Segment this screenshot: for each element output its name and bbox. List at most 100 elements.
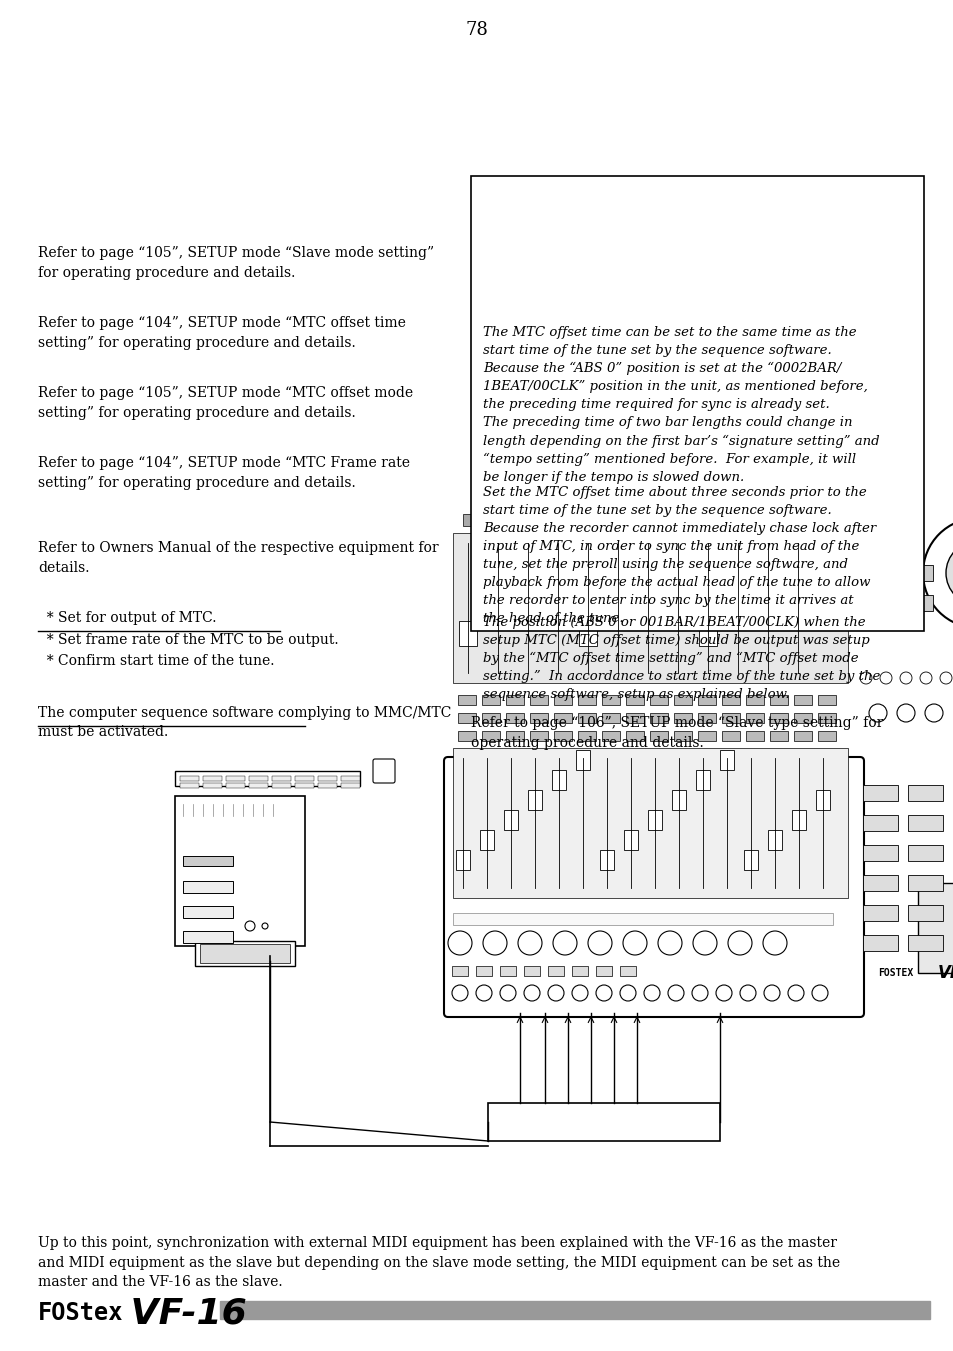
Bar: [317, 775, 336, 781]
Bar: [907, 875, 942, 892]
Bar: [183, 857, 233, 866]
Bar: [180, 784, 199, 788]
Bar: [471, 176, 923, 631]
Text: The MTC offset time can be set to the same time as the
start time of the tune se: The MTC offset time can be set to the sa…: [482, 326, 879, 484]
Circle shape: [945, 540, 953, 605]
Bar: [625, 713, 643, 723]
Bar: [457, 694, 476, 705]
Circle shape: [859, 671, 871, 684]
Circle shape: [553, 931, 577, 955]
Circle shape: [643, 985, 659, 1001]
Bar: [696, 770, 709, 790]
Bar: [476, 966, 492, 975]
Bar: [453, 534, 847, 684]
Bar: [862, 875, 897, 892]
Circle shape: [482, 931, 506, 955]
Bar: [601, 731, 619, 740]
Bar: [673, 694, 691, 705]
Bar: [294, 775, 314, 781]
Bar: [902, 565, 932, 581]
Circle shape: [899, 671, 911, 684]
Bar: [907, 905, 942, 921]
Text: Up to this point, synchronization with external MIDI equipment has been explaine: Up to this point, synchronization with e…: [38, 1236, 840, 1289]
Bar: [745, 694, 763, 705]
Bar: [518, 571, 537, 596]
Bar: [249, 775, 268, 781]
Bar: [547, 966, 563, 975]
Bar: [505, 731, 523, 740]
Bar: [907, 815, 942, 831]
Bar: [793, 731, 811, 740]
Bar: [902, 594, 932, 611]
Circle shape: [740, 985, 755, 1001]
Circle shape: [923, 517, 953, 628]
Bar: [340, 784, 359, 788]
Circle shape: [572, 985, 587, 1001]
Bar: [601, 694, 619, 705]
Bar: [601, 713, 619, 723]
Bar: [226, 784, 245, 788]
Bar: [721, 713, 740, 723]
Circle shape: [727, 931, 751, 955]
Circle shape: [811, 985, 827, 1001]
Bar: [554, 731, 572, 740]
Bar: [649, 731, 667, 740]
Bar: [769, 713, 787, 723]
Bar: [527, 790, 541, 811]
Bar: [493, 513, 517, 526]
Bar: [489, 596, 506, 621]
Circle shape: [939, 671, 951, 684]
Bar: [672, 513, 697, 526]
Text: 78: 78: [465, 22, 488, 39]
Bar: [203, 775, 222, 781]
Circle shape: [245, 921, 254, 931]
Bar: [462, 513, 486, 526]
Bar: [769, 694, 787, 705]
Bar: [220, 1301, 929, 1319]
Bar: [639, 571, 657, 596]
Bar: [613, 513, 637, 526]
Bar: [862, 565, 892, 581]
Bar: [721, 731, 740, 740]
Bar: [815, 790, 829, 811]
Bar: [907, 935, 942, 951]
Bar: [457, 731, 476, 740]
Bar: [608, 596, 626, 621]
Bar: [647, 811, 661, 830]
Text: The computer sequence software complying to MMC/MTC
must be activated.: The computer sequence software complying…: [38, 707, 451, 739]
Bar: [673, 731, 691, 740]
Bar: [578, 713, 596, 723]
Bar: [671, 790, 685, 811]
Bar: [817, 713, 835, 723]
Bar: [745, 713, 763, 723]
Bar: [917, 884, 953, 973]
Text: Refer to page “105”, SETUP mode “MTC offset mode
setting” for operating procedur: Refer to page “105”, SETUP mode “MTC off…: [38, 386, 413, 420]
Bar: [183, 907, 233, 917]
Circle shape: [919, 671, 931, 684]
Circle shape: [476, 985, 492, 1001]
Bar: [183, 931, 233, 943]
Text: Refer to page “106”, SETUP mode “Slave type setting” for
operating procedure and: Refer to page “106”, SETUP mode “Slave t…: [471, 716, 882, 750]
Bar: [522, 513, 546, 526]
Bar: [530, 694, 547, 705]
Circle shape: [716, 985, 731, 1001]
Circle shape: [692, 931, 717, 955]
Bar: [862, 815, 897, 831]
Bar: [791, 811, 805, 830]
Text: FOSTEX: FOSTEX: [877, 969, 912, 978]
Bar: [552, 770, 565, 790]
Bar: [793, 713, 811, 723]
Bar: [548, 546, 566, 571]
Bar: [625, 731, 643, 740]
Circle shape: [517, 931, 541, 955]
Bar: [745, 731, 763, 740]
Circle shape: [762, 931, 786, 955]
Bar: [623, 830, 638, 850]
Text: Refer to page “105”, SETUP mode “Slave mode setting”
for operating procedure and: Refer to page “105”, SETUP mode “Slave m…: [38, 246, 434, 280]
Bar: [769, 731, 787, 740]
Bar: [767, 830, 781, 850]
Bar: [578, 621, 597, 646]
Bar: [668, 546, 686, 571]
Circle shape: [547, 985, 563, 1001]
Circle shape: [587, 931, 612, 955]
